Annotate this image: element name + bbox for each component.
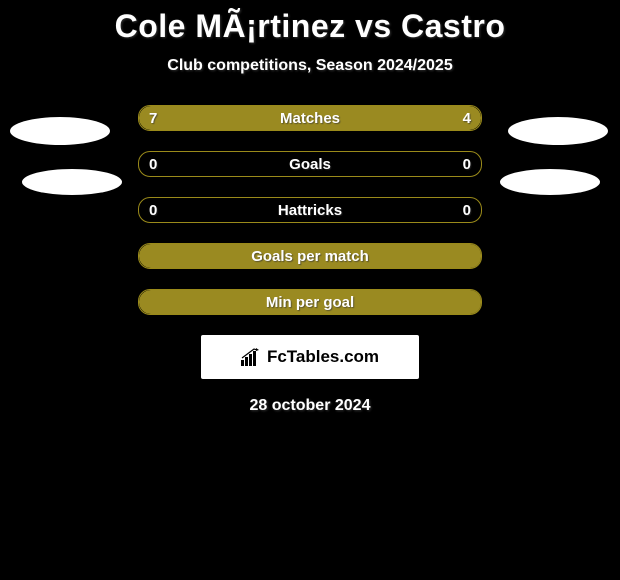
stat-bar-matches: 7 Matches 4	[138, 105, 482, 131]
stat-value-right: 0	[463, 152, 471, 176]
stat-bar-goals-per-match: Goals per match	[138, 243, 482, 269]
player-left-photo-placeholder	[10, 117, 110, 145]
player-right-photo-placeholder	[508, 117, 608, 145]
stat-bar-min-per-goal: Min per goal	[138, 289, 482, 315]
comparison-container: Cole MÃ¡rtinez vs Castro Club competitio…	[0, 0, 620, 415]
stat-bars: 7 Matches 4 0 Goals 0 0 Hattricks 0	[138, 105, 482, 315]
stat-label: Min per goal	[139, 290, 481, 314]
player-right-club-placeholder	[500, 169, 600, 195]
stats-area: 7 Matches 4 0 Goals 0 0 Hattricks 0	[0, 105, 620, 415]
attribution-text: FcTables.com	[267, 347, 379, 367]
stat-label: Hattricks	[139, 198, 481, 222]
attribution-box: FcTables.com	[201, 335, 419, 379]
stat-label: Goals per match	[139, 244, 481, 268]
bar-chart-icon	[241, 348, 263, 366]
comparison-subtitle: Club competitions, Season 2024/2025	[0, 57, 620, 75]
player-left-club-placeholder	[22, 169, 122, 195]
stat-label: Matches	[139, 106, 481, 130]
comparison-date: 28 october 2024	[0, 397, 620, 415]
stat-bar-hattricks: 0 Hattricks 0	[138, 197, 482, 223]
attribution-logo: FcTables.com	[241, 347, 379, 367]
stat-value-right: 0	[463, 198, 471, 222]
stat-bar-goals: 0 Goals 0	[138, 151, 482, 177]
comparison-title: Cole MÃ¡rtinez vs Castro	[0, 8, 620, 45]
stat-value-right: 4	[463, 106, 471, 130]
stat-label: Goals	[139, 152, 481, 176]
